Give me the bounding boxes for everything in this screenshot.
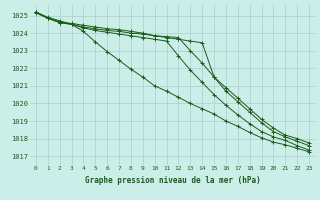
X-axis label: Graphe pression niveau de la mer (hPa): Graphe pression niveau de la mer (hPa) [84,176,260,185]
